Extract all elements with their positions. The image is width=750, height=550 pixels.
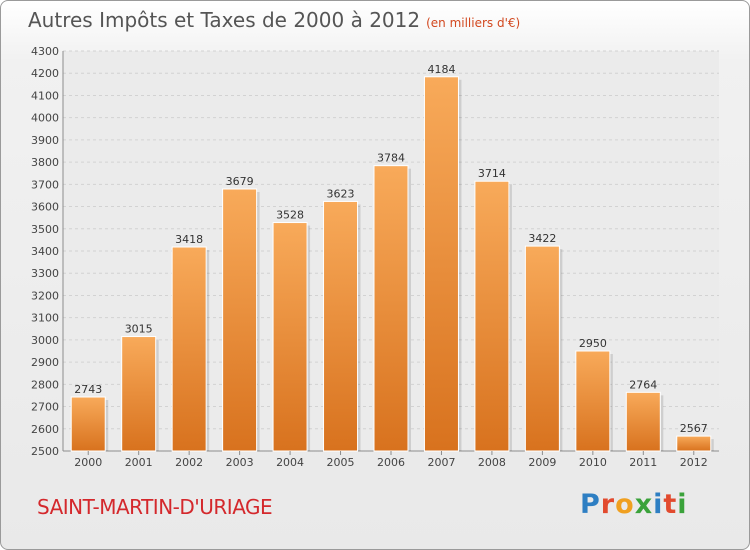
y-tick-label: 4100 (31, 89, 59, 102)
x-tick-label: 2007 (427, 456, 455, 469)
bar-value-label: 3015 (125, 323, 153, 336)
y-tick-label: 3000 (31, 334, 59, 347)
chart-title-text: Autres Impôts et Taxes de 2000 à 2012 (28, 8, 421, 32)
y-tick-label: 3700 (31, 178, 59, 191)
bar (423, 76, 459, 452)
x-tick-label: 2003 (226, 456, 254, 469)
bar-value-label: 3784 (377, 152, 405, 165)
y-tick-label: 2800 (31, 378, 59, 391)
bar (272, 222, 308, 452)
logo-letter: i (677, 489, 688, 520)
bar-value-label: 3714 (478, 167, 506, 180)
y-tick-label: 3100 (31, 312, 59, 325)
y-tick-label: 3200 (31, 289, 59, 302)
bar (121, 336, 157, 452)
bar-value-label: 2567 (680, 422, 708, 435)
logo-letter: r (600, 489, 616, 520)
bar (373, 165, 409, 452)
bar-value-label: 3528 (276, 209, 304, 222)
y-tick-label: 3400 (31, 245, 59, 258)
y-tick-label: 2700 (31, 401, 59, 414)
x-tick-label: 2000 (74, 456, 102, 469)
y-tick-label: 3500 (31, 223, 59, 236)
x-tick-label: 2006 (377, 456, 405, 469)
y-tick-label: 4200 (31, 67, 59, 80)
bar (323, 200, 359, 452)
x-tick-label: 2010 (579, 456, 607, 469)
y-tick-label: 3300 (31, 267, 59, 280)
logo-letter: P (580, 489, 601, 520)
y-tick-label: 4000 (31, 112, 59, 125)
bar (222, 188, 258, 452)
y-tick-label: 3600 (31, 201, 59, 214)
bar-value-label: 3422 (528, 232, 556, 245)
logo-letter: t (663, 489, 678, 520)
bar-value-label: 3418 (175, 233, 203, 246)
place-name: SAINT-MARTIN-D'URIAGE (37, 495, 273, 519)
bar (171, 246, 207, 452)
bar (676, 435, 712, 452)
bar (70, 396, 106, 452)
bar (625, 391, 661, 452)
bar-value-label: 4184 (427, 63, 455, 76)
x-tick-label: 2001 (125, 456, 153, 469)
y-tick-label: 4300 (31, 45, 59, 58)
bar (524, 245, 560, 452)
x-tick-label: 2009 (528, 456, 556, 469)
chart-title: Autres Impôts et Taxes de 2000 à 2012 (en… (28, 8, 520, 32)
x-tick-label: 2008 (478, 456, 506, 469)
logo-letter: o (615, 489, 635, 520)
x-tick-label: 2002 (175, 456, 203, 469)
y-tick-label: 3800 (31, 156, 59, 169)
y-tick-label: 3900 (31, 134, 59, 147)
y-tick-label: 2500 (31, 445, 59, 458)
bar (474, 180, 510, 452)
x-tick-label: 2004 (276, 456, 304, 469)
y-tick-label: 2600 (31, 423, 59, 436)
bar-value-label: 3623 (327, 187, 355, 200)
bar-value-label: 2950 (579, 337, 607, 350)
bar-value-label: 2743 (74, 383, 102, 396)
bar-value-label: 2764 (629, 378, 657, 391)
logo-letter: x (634, 489, 654, 520)
proxiti-logo: Proxiti (580, 489, 688, 520)
chart-subtitle: (en milliers d'€) (426, 16, 521, 30)
bar-value-label: 3679 (226, 175, 254, 188)
x-tick-label: 2011 (629, 456, 657, 469)
x-tick-label: 2005 (327, 456, 355, 469)
x-tick-label: 2012 (680, 456, 708, 469)
logo-letter: i (653, 489, 664, 520)
bar (575, 350, 611, 452)
y-tick-label: 2900 (31, 356, 59, 369)
